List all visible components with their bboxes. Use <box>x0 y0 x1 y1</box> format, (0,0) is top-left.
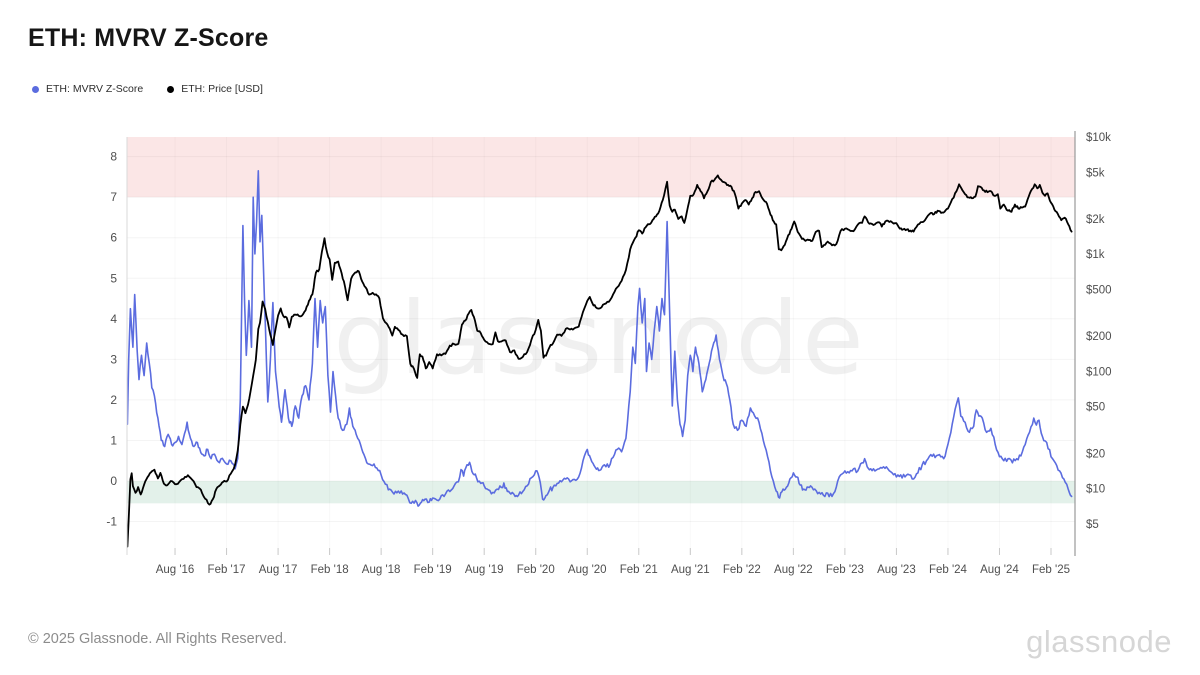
chart-axes <box>126 131 1076 556</box>
chart-gridlines <box>127 156 1075 523</box>
chart-axis-labels: 8 7 6 5 4 3 2 1 0 -1 $10k $5k $2k $1k $500 $200 $100 $50 $… <box>106 132 1111 576</box>
x-axis-label: Aug '23 <box>877 564 916 576</box>
x-axis-label: Aug '24 <box>980 564 1019 576</box>
legend-item-mvrv-zscore[interactable]: ETH: MVRV Z-Score <box>32 83 143 95</box>
legend: ETH: MVRV Z-Score ETH: Price [USD] <box>32 83 263 95</box>
x-axis-label: Feb '24 <box>929 564 968 576</box>
x-axis-label: Feb '17 <box>208 564 246 576</box>
left-axis-label: 5 <box>110 271 117 285</box>
right-axis-label: $500 <box>1086 284 1112 296</box>
right-axis-label: $10 <box>1086 484 1105 496</box>
right-axis-label: $2k <box>1086 214 1105 226</box>
legend-label-price: ETH: Price [USD] <box>181 83 263 95</box>
glassnode-watermark: glassnode <box>333 280 866 397</box>
right-axis-label: $5k <box>1086 167 1105 179</box>
left-axis-label: 8 <box>110 150 117 164</box>
x-axis-label: Feb '20 <box>517 564 555 576</box>
x-axis-label: Feb '22 <box>723 564 761 576</box>
glassnode-logo: glassnode <box>1026 624 1172 659</box>
price-series-dot-icon <box>167 85 175 93</box>
right-axis-label: $10k <box>1086 132 1111 144</box>
overvalued-zone <box>127 137 1075 198</box>
right-axis-label: $20 <box>1086 448 1105 460</box>
x-axis-label: Aug '18 <box>362 564 401 576</box>
right-axis-label: $100 <box>1086 366 1112 378</box>
left-axis-label: 3 <box>110 352 117 366</box>
right-axis-label: $5 <box>1086 519 1099 531</box>
x-axis-label: Aug '19 <box>465 564 504 576</box>
right-axis-label: $50 <box>1086 402 1105 414</box>
left-axis-label: 4 <box>110 312 117 326</box>
x-axis-label: Feb '18 <box>311 564 349 576</box>
legend-label-mvrv-zscore: ETH: MVRV Z-Score <box>46 83 144 95</box>
page-title: ETH: MVRV Z-Score <box>28 24 269 52</box>
copyright-text: © 2025 Glassnode. All Rights Reserved. <box>28 631 287 647</box>
price-line <box>126 174 1073 548</box>
left-axis-label: 2 <box>110 393 117 407</box>
x-axis-label: Aug '17 <box>259 564 298 576</box>
left-axis-label: 0 <box>110 474 117 488</box>
chart-zones <box>127 137 1075 504</box>
right-axis-label: $1k <box>1086 249 1105 261</box>
x-axis-label: Feb '19 <box>414 564 452 576</box>
x-axis-label: Feb '21 <box>620 564 658 576</box>
x-axis-label: Feb '25 <box>1032 564 1070 576</box>
x-axis-label: Aug '22 <box>774 564 813 576</box>
mvrv-zscore-line <box>126 170 1073 507</box>
x-axis-label: Aug '16 <box>156 564 195 576</box>
x-axis-label: Aug '20 <box>568 564 607 576</box>
chart-series <box>126 170 1073 548</box>
left-axis-label: 1 <box>110 433 117 447</box>
x-axis-label: Feb '23 <box>826 564 864 576</box>
undervalued-zone <box>127 481 1075 504</box>
left-axis-label: -1 <box>106 515 117 529</box>
x-axis-label: Aug '21 <box>671 564 710 576</box>
legend-item-price[interactable]: ETH: Price [USD] <box>167 83 263 95</box>
mvrv-series-dot-icon <box>32 85 39 93</box>
right-axis-label: $200 <box>1086 331 1112 343</box>
left-axis-label: 6 <box>110 231 117 245</box>
left-axis-label: 7 <box>110 190 117 204</box>
